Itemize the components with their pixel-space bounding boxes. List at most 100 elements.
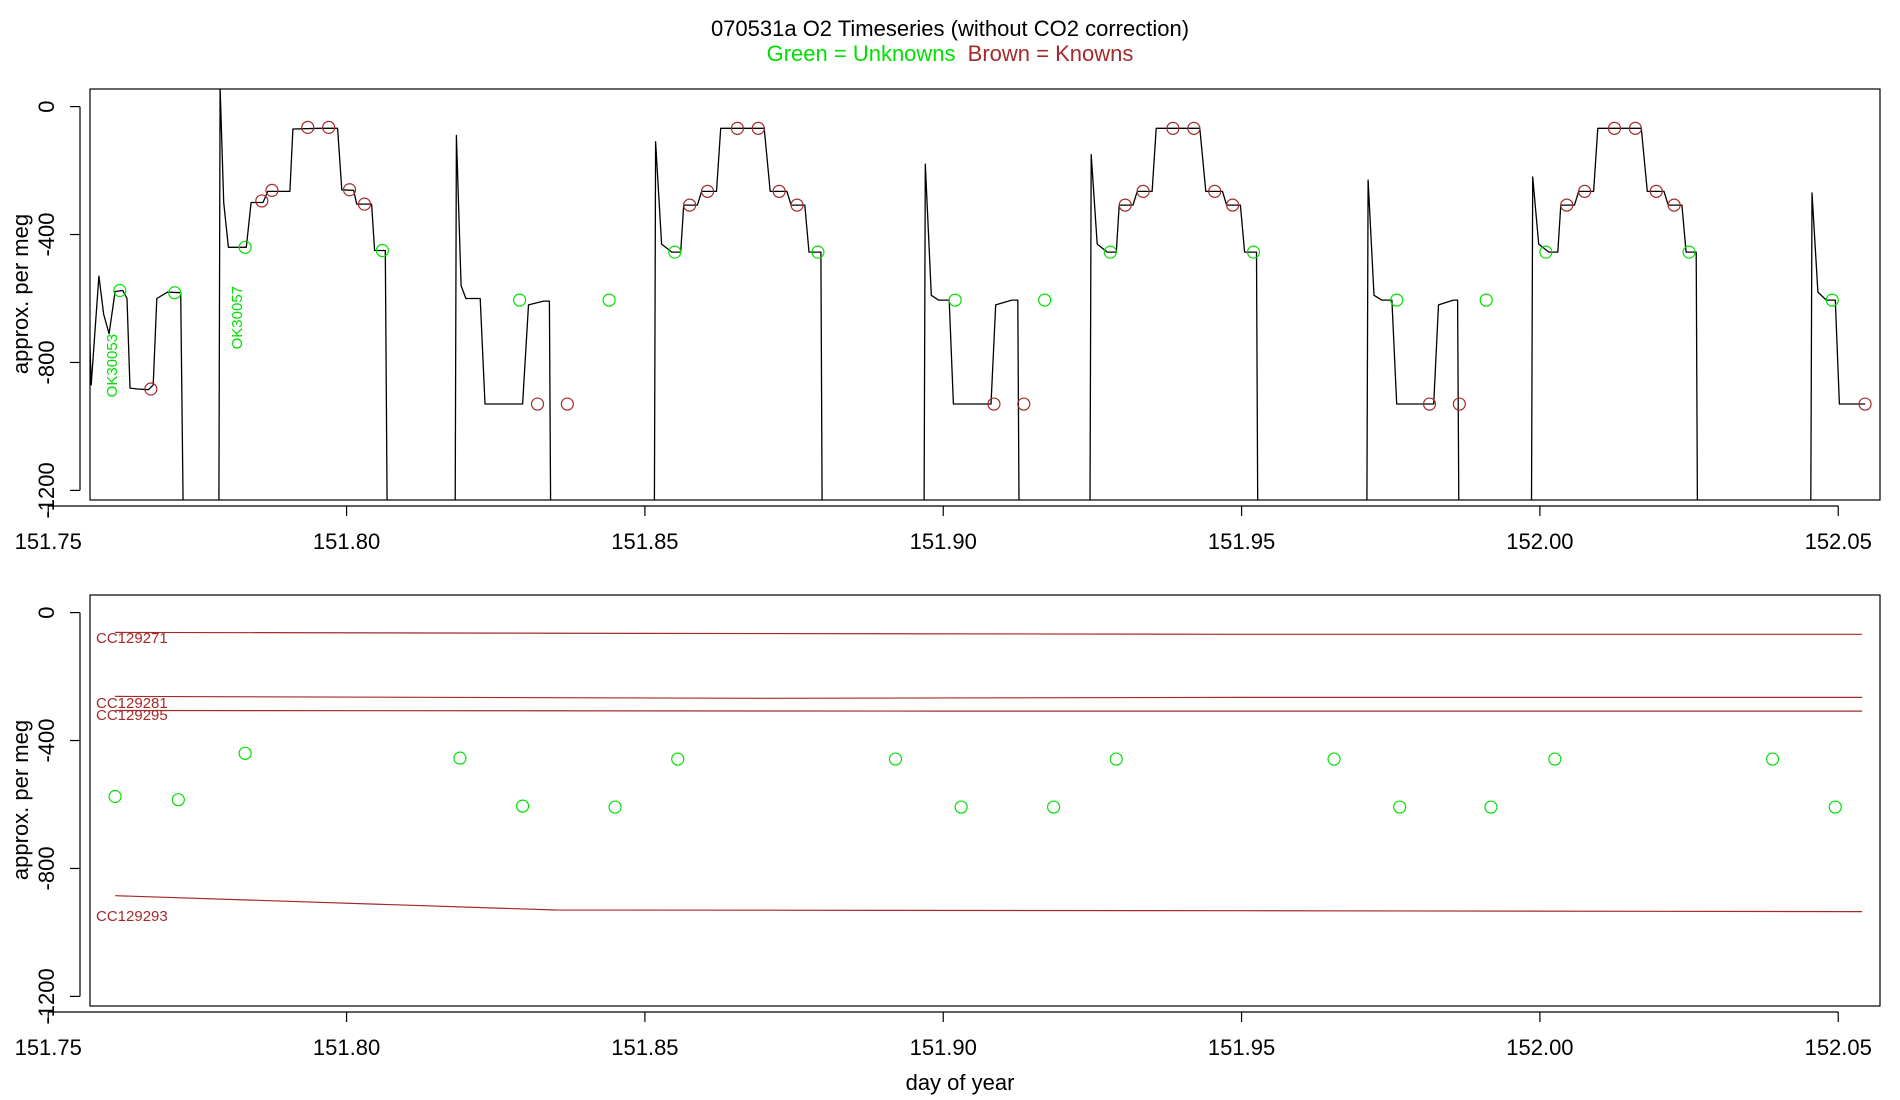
bottom-unknown-point	[1548, 752, 1562, 766]
bottom-y-tick-label: -800	[34, 846, 59, 890]
legend-knowns: Brown = Knowns	[968, 41, 1134, 66]
top-trace-segment	[1366, 179, 1460, 500]
top-trace-segment	[923, 163, 1020, 500]
bottom-x-tick-label: 151.90	[910, 1035, 977, 1060]
top-known-point	[342, 183, 357, 197]
top-x-tick-label: 151.85	[611, 529, 678, 554]
bottom-y-tick-label: -1200	[34, 968, 59, 1024]
top-unknown-point	[168, 286, 182, 300]
top-known-point	[1208, 184, 1222, 198]
top-unknown-point	[1390, 293, 1404, 307]
top-annotation-label: OK30053	[104, 334, 121, 397]
legend-unknowns: Green = Unknowns	[767, 41, 956, 66]
top-unknown-point	[668, 245, 682, 259]
top-x-tick-label: 151.90	[910, 529, 977, 554]
bottom-x-tick-label: 152.00	[1506, 1035, 1573, 1060]
top-known-point	[255, 194, 269, 208]
top-unknowns-group	[113, 240, 1839, 307]
bottom-unknown-point	[671, 752, 685, 766]
bottom-unknown-point	[1109, 752, 1123, 766]
top-known-point	[1607, 121, 1622, 135]
top-known-point	[1187, 121, 1201, 135]
bottom-unknown-point	[954, 800, 968, 814]
bottom-unknown-point	[515, 799, 530, 813]
bottom-unknown-point	[608, 800, 622, 814]
standard-line	[115, 709, 1863, 712]
bottom-x-tick-label: 151.95	[1208, 1035, 1275, 1060]
legend-line: Green = Unknowns Brown = Knowns	[767, 41, 1134, 66]
top-trace-segment	[1810, 192, 1866, 500]
bottom-x-axis: 151.75 151.80 151.85 151.90 151.95 152.00 152.…	[15, 1011, 1872, 1060]
top-known-point	[1578, 184, 1592, 198]
top-known-point	[1560, 198, 1574, 212]
top-known-point	[1858, 397, 1872, 411]
top-trace-group	[90, 89, 1866, 500]
top-known-point	[1452, 397, 1466, 411]
bottom-x-label: day of year	[906, 1070, 1015, 1095]
top-unknown-point	[1038, 293, 1052, 307]
top-x-tick-label: 152.05	[1805, 529, 1872, 554]
top-known-point	[987, 397, 1001, 411]
top-known-point	[751, 121, 765, 135]
bottom-x-tick-label: 151.85	[611, 1035, 678, 1060]
top-x-tick-label: 152.00	[1506, 529, 1573, 554]
bottom-unknown-point	[238, 746, 252, 760]
top-x-axis: 151.75 151.80 151.85 151.90 151.95 152.00 152.…	[15, 505, 1872, 554]
top-known-point	[357, 197, 372, 211]
bottom-unknown-point	[1393, 800, 1407, 814]
top-x-tick-label: 151.80	[313, 529, 380, 554]
standard-line	[115, 695, 1863, 699]
bottom-unknown-point	[888, 752, 903, 766]
bottom-y-axis: 0 -400 -800 -1200	[34, 606, 81, 1025]
top-trace-segment	[218, 89, 388, 500]
bottom-x-tick-label: 151.80	[313, 1035, 380, 1060]
top-known-point	[772, 184, 786, 198]
top-unknown-point	[512, 293, 527, 307]
bottom-unknown-point	[1484, 800, 1498, 814]
standard-line	[115, 895, 1863, 913]
top-known-point	[700, 184, 715, 198]
bottom-unknown-point	[1828, 800, 1842, 814]
standard-label: CC129281	[96, 695, 168, 712]
bottom-y-label: approx. per meg	[8, 720, 33, 880]
bottom-unknown-point	[1047, 800, 1061, 814]
standard-label: CC129271	[96, 630, 168, 647]
top-known-point	[730, 121, 744, 135]
bottom-unknown-point	[1327, 752, 1341, 766]
top-known-point	[1166, 121, 1180, 135]
bottom-x-tick-label: 152.05	[1805, 1035, 1872, 1060]
top-known-point	[1628, 121, 1642, 135]
top-unknown-point	[1103, 245, 1117, 259]
top-known-point	[1118, 198, 1132, 212]
standard-line	[115, 631, 1863, 635]
top-known-point	[144, 382, 158, 396]
top-unknown-point	[811, 245, 825, 259]
top-known-point	[1649, 184, 1663, 198]
top-known-point	[1226, 198, 1240, 212]
top-unknown-point	[113, 283, 127, 298]
standard-label: CC129295	[96, 707, 168, 724]
top-trace-segment	[1530, 127, 1699, 500]
top-knowns-group	[144, 120, 1872, 411]
bottom-unknown-point	[1765, 752, 1780, 766]
bottom-plot-frame	[89, 594, 1881, 1007]
top-unknown-point	[375, 243, 389, 258]
top-known-point	[322, 120, 336, 134]
top-y-tick-label: -400	[34, 213, 59, 257]
top-unknown-point	[1825, 293, 1839, 307]
top-trace-segment	[454, 134, 552, 500]
top-annotations: OK30053 OK30057	[104, 286, 246, 397]
bottom-unknown-point	[453, 751, 467, 765]
top-x-tick-label: 151.95	[1208, 529, 1275, 554]
top-known-point	[1017, 397, 1031, 411]
bottom-unknown-point	[171, 793, 185, 807]
bottom-x-tick-label: 151.75	[15, 1035, 82, 1060]
top-known-point	[560, 397, 574, 411]
bottom-unknowns-group	[108, 746, 1842, 814]
top-panel: 151.75 151.80 151.85 151.90 151.95 152.00 152.…	[8, 88, 1881, 554]
top-y-tick-label: -800	[34, 340, 59, 384]
bottom-y-tick-label: 0	[34, 606, 59, 618]
top-trace-segment	[1089, 127, 1259, 500]
top-unknown-point	[1539, 245, 1553, 259]
